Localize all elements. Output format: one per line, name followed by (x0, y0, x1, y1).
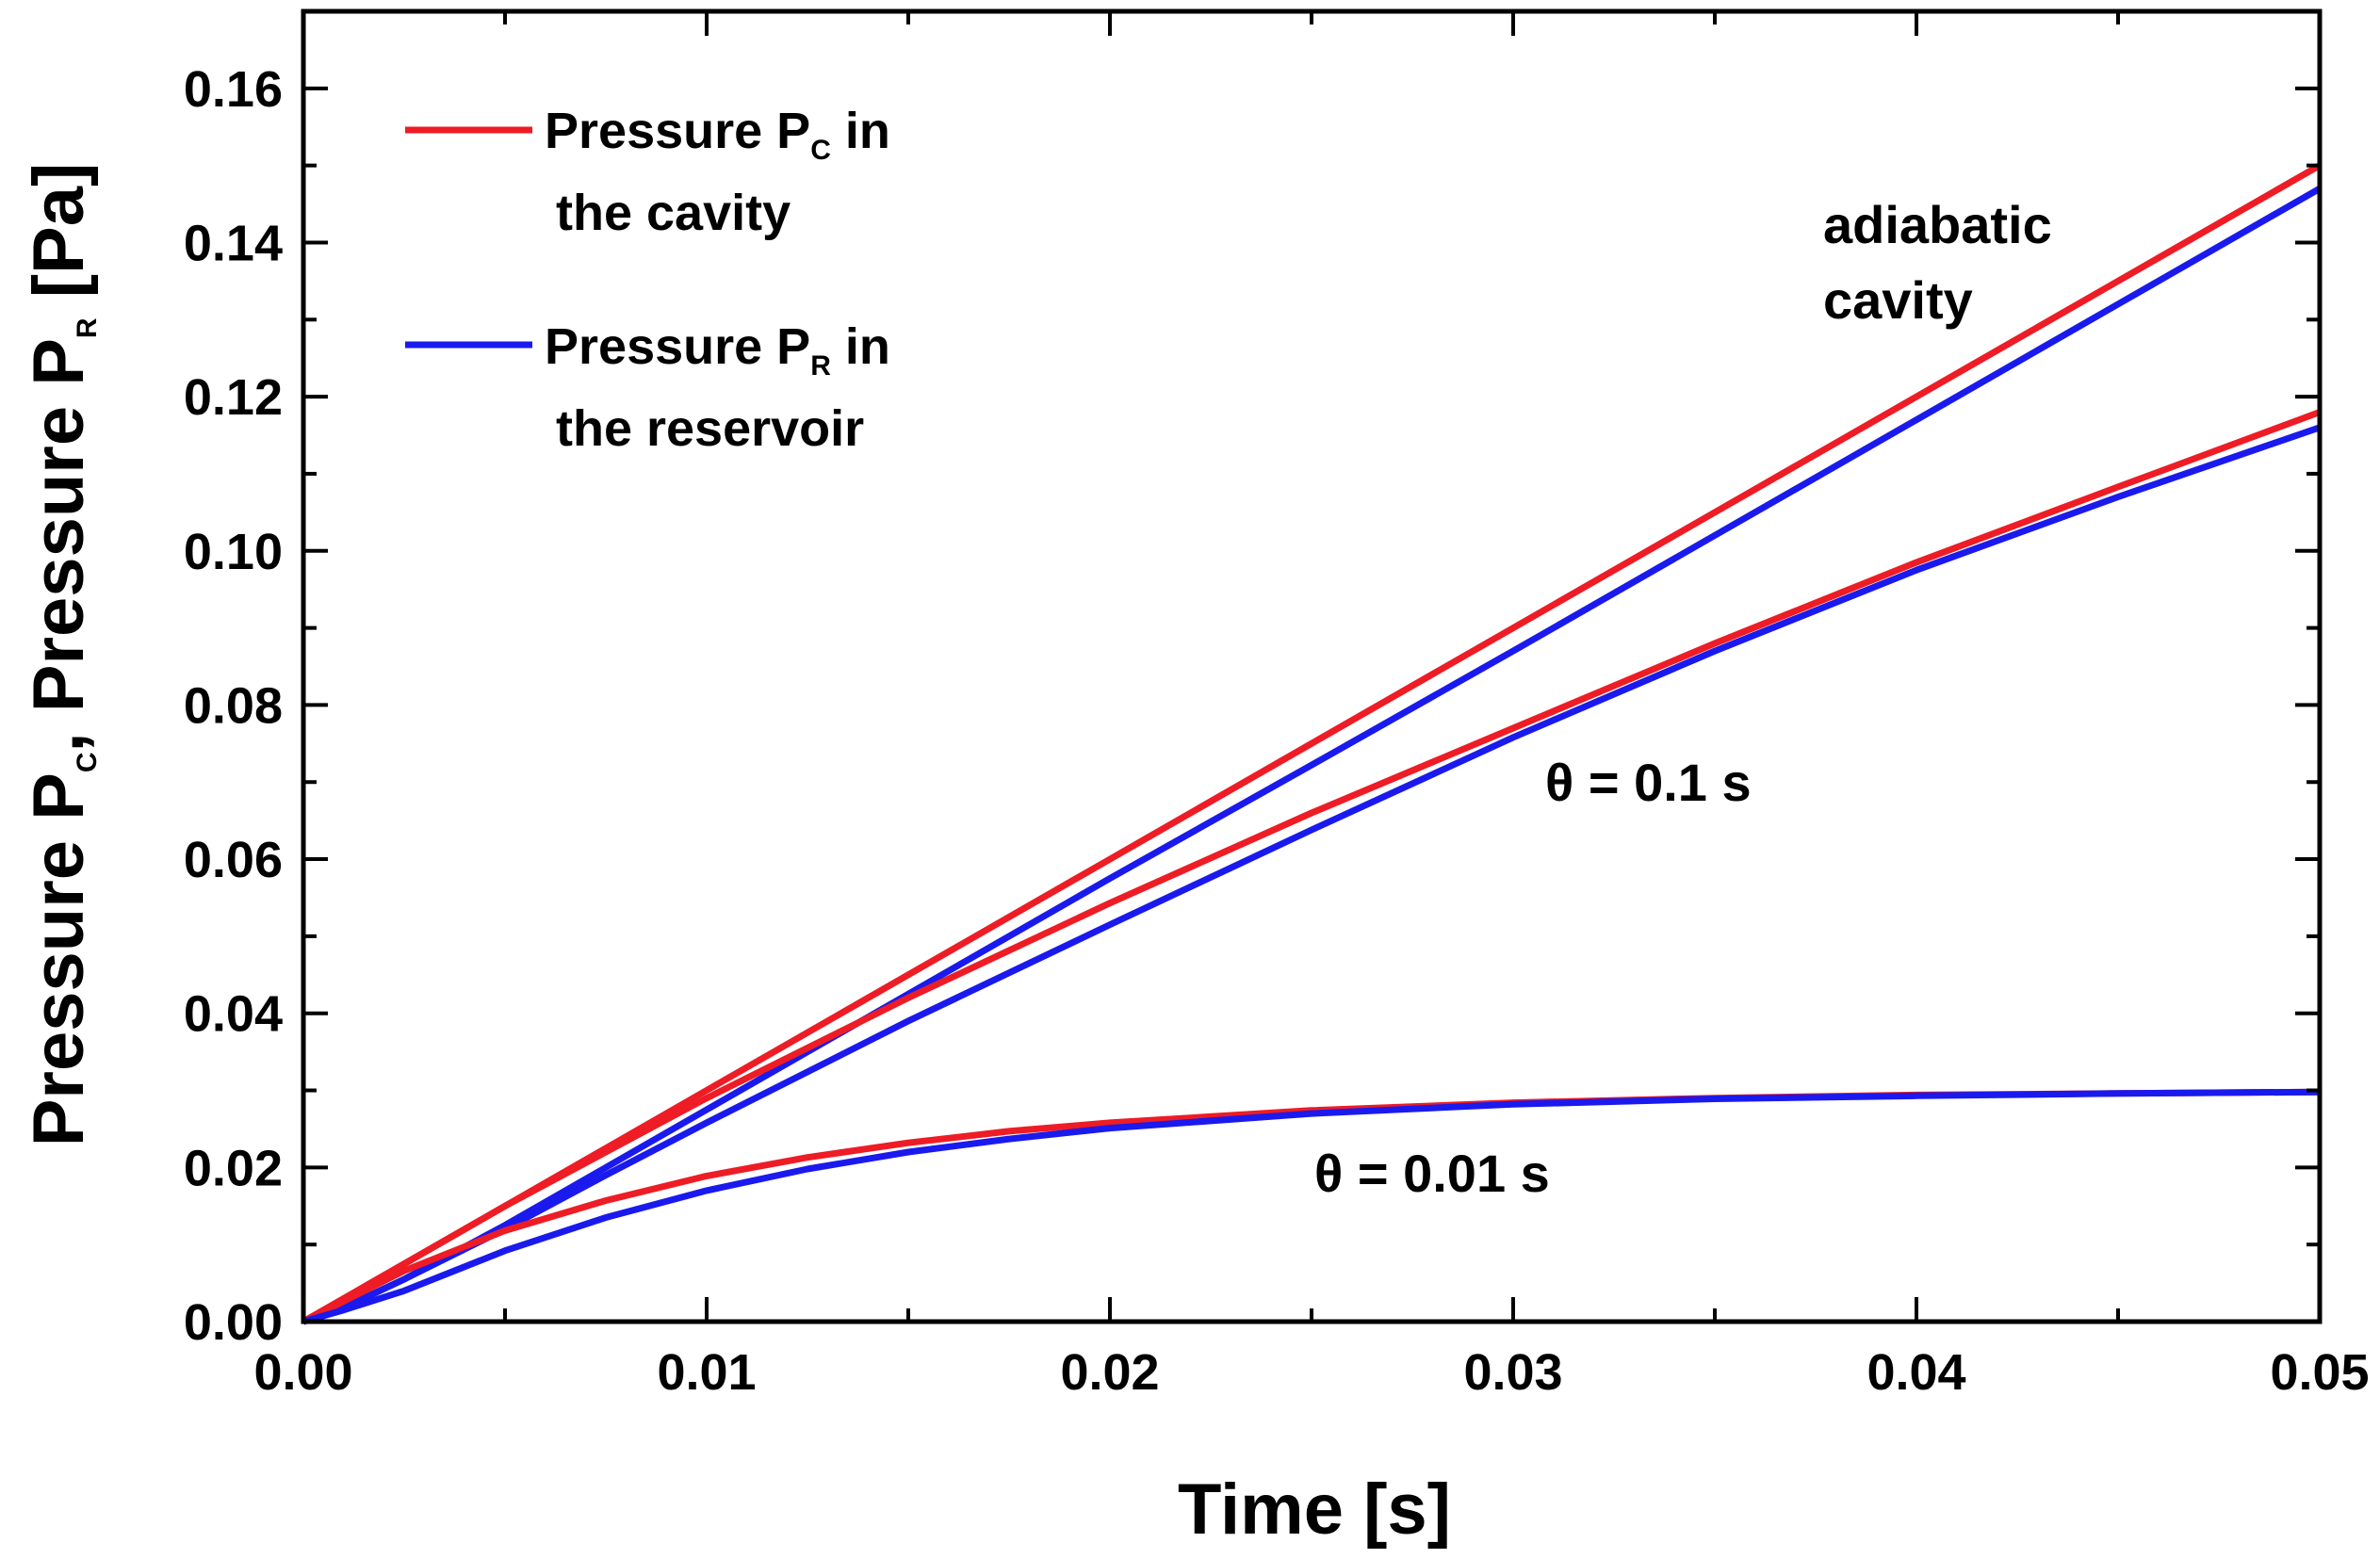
legend-text: Pressure P (545, 318, 810, 375)
legend-label-cavity: Pressure PC in (545, 103, 890, 166)
annotation-cavity: cavity (1823, 270, 1973, 330)
legend-text: in (831, 103, 890, 159)
y-axis-title-part: [Pa] (19, 163, 99, 318)
annotation-adiabatic: adiabatic (1823, 195, 2052, 254)
y-axis-title-sub-r: R (72, 317, 103, 338)
y-axis-title-part: , Pressure P (19, 338, 99, 752)
legend: Pressure PC in the cavity Pressure PR in… (405, 103, 890, 457)
legend-text: in (831, 318, 890, 375)
annotation-theta-0-1: θ = 0.1 s (1545, 753, 1752, 812)
series-line-p-r-theta-0-1-s (302, 424, 2322, 1325)
y-tick-label: 0.12 (184, 369, 283, 426)
series-line-p-r-theta-0-01-s (302, 1088, 2321, 1325)
x-axis-title: Time [s] (1178, 1470, 1451, 1550)
y-tick-label: 0.16 (184, 61, 283, 118)
legend-text: Pressure P (545, 103, 810, 159)
ticks-layer: 0.00 0.01 0.02 0.03 0.04 0.05 0.00 0.02 0.04 0.06… (184, 9, 2370, 1401)
y-axis-title-sub-c: C (72, 752, 103, 772)
y-axis-title-part: Pressure P (19, 772, 99, 1146)
legend-sub: R (810, 350, 831, 382)
series-line-p-c-theta-0-1-s (302, 409, 2322, 1325)
series-line-p-c-theta-0-01-s (302, 1088, 2321, 1325)
x-tick-label: 0.05 (2270, 1344, 2369, 1401)
x-tick-label: 0.04 (1867, 1344, 1965, 1401)
legend-label-reservoir-line2: the reservoir (556, 400, 864, 457)
y-tick-label: 0.06 (184, 832, 283, 888)
y-tick-label: 0.14 (184, 215, 283, 271)
legend-label-cavity-line2: the cavity (556, 185, 791, 241)
legend-sub: C (810, 135, 831, 166)
x-tick-label: 0.02 (1060, 1344, 1159, 1401)
y-axis-title: Pressure PC, Pressure PR [Pa] (19, 163, 103, 1147)
annotation-theta-0-01: θ = 0.01 s (1314, 1144, 1550, 1203)
y-tick-label: 0.10 (184, 524, 283, 580)
y-tick-label: 0.08 (184, 677, 283, 734)
series-line-p-c-adiabatic (302, 162, 2322, 1325)
x-tick-label: 0.00 (253, 1344, 352, 1401)
y-tick-label: 0.04 (184, 986, 283, 1043)
y-tick-label: 0.00 (184, 1294, 283, 1351)
y-tick-label: 0.02 (184, 1140, 283, 1196)
series-layer (302, 162, 2322, 1325)
legend-label-reservoir: Pressure PR in (545, 318, 890, 382)
x-tick-label: 0.01 (657, 1344, 756, 1401)
x-tick-label: 0.03 (1463, 1344, 1562, 1401)
